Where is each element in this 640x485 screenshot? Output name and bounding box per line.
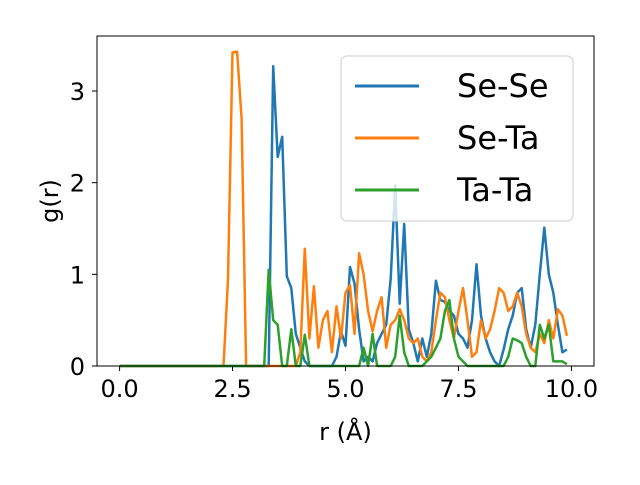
legend-entry-label: Se-Se [457, 67, 549, 105]
y-tick-label: 3 [70, 78, 85, 106]
y-axis-label: g(r) [36, 179, 64, 223]
legend-entry-label: Ta-Ta [456, 171, 533, 209]
legend-entry-label: Se-Ta [457, 119, 539, 157]
x-tick-label: 7.5 [439, 375, 477, 403]
y-tick-label: 0 [70, 353, 85, 381]
y-tick-label: 1 [70, 261, 85, 289]
x-tick-label: 2.5 [213, 375, 251, 403]
legend-box [340, 55, 574, 222]
x-axis-label: r (Å) [319, 417, 372, 446]
series-line-se-ta [119, 50, 569, 368]
legend: Se-Se Se-Ta Ta-Ta [340, 55, 574, 222]
x-tick-label: 10.0 [545, 375, 598, 403]
x-tick-label: 0.0 [101, 375, 139, 403]
y-tick-label: 2 [70, 170, 85, 198]
x-tick-label: 5.0 [326, 375, 364, 403]
x-axis: 0.0 2.5 5.0 7.5 10.0 [101, 366, 598, 403]
y-axis: 0 1 2 3 [70, 78, 97, 381]
